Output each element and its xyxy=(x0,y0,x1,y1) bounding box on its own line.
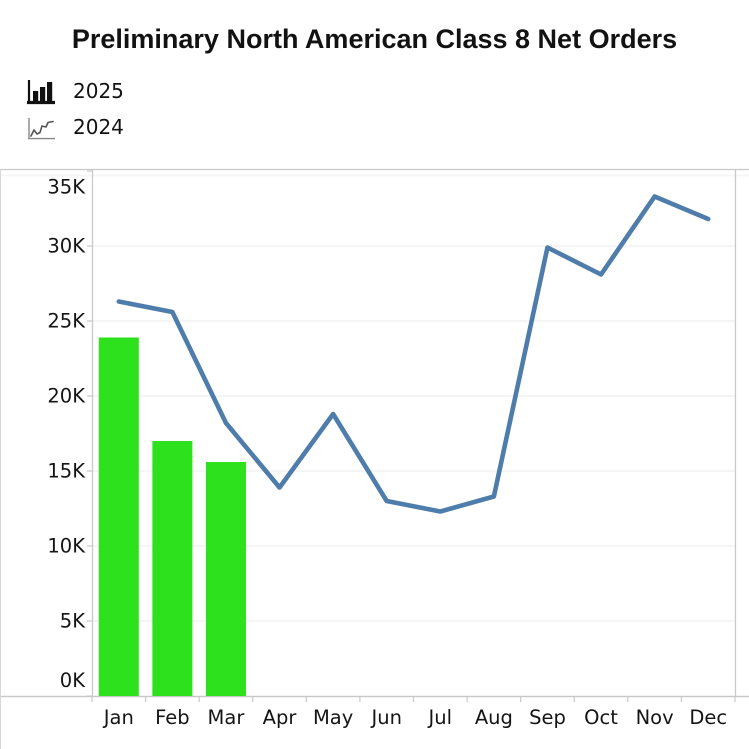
bar-2025-mar xyxy=(205,462,246,696)
bar-2025-jan xyxy=(98,337,139,696)
x-tick-label: Apr xyxy=(263,706,298,729)
x-tick-label: Aug xyxy=(475,706,513,729)
y-tick-label: 25K xyxy=(47,310,86,333)
x-tick-label: Jul xyxy=(427,706,453,729)
legend-label-2024: 2024 xyxy=(73,115,124,139)
x-tick-label: Nov xyxy=(636,706,674,729)
x-tick-label: Feb xyxy=(155,706,190,729)
x-tick-label: May xyxy=(313,706,353,729)
y-tick-label: 35K xyxy=(47,176,86,199)
bar-chart-icon xyxy=(27,78,57,105)
y-tick-label: 0K xyxy=(60,669,86,692)
y-tick-label: 15K xyxy=(47,460,86,483)
x-tick-label: Jun xyxy=(369,706,401,729)
y-tick-label: 30K xyxy=(47,235,86,258)
y-tick-label: 20K xyxy=(47,385,86,408)
line-chart-icon xyxy=(27,114,57,141)
legend: 2025 2024 xyxy=(27,77,124,149)
x-tick-label: Jan xyxy=(102,706,134,729)
y-tick-label: 5K xyxy=(60,610,86,633)
x-tick-label: Sep xyxy=(529,706,566,729)
legend-item-2024: 2024 xyxy=(27,113,124,142)
y-tick-label: 10K xyxy=(47,535,86,558)
bar-2025-feb xyxy=(152,441,193,696)
legend-item-2025: 2025 xyxy=(27,77,124,106)
legend-label-2025: 2025 xyxy=(73,79,124,103)
line-2024 xyxy=(116,194,711,514)
chart-title: Preliminary North American Class 8 Net O… xyxy=(71,24,678,54)
x-tick-label: Mar xyxy=(208,706,246,729)
x-tick-label: Dec xyxy=(689,706,727,729)
x-tick-label: Oct xyxy=(584,706,618,729)
